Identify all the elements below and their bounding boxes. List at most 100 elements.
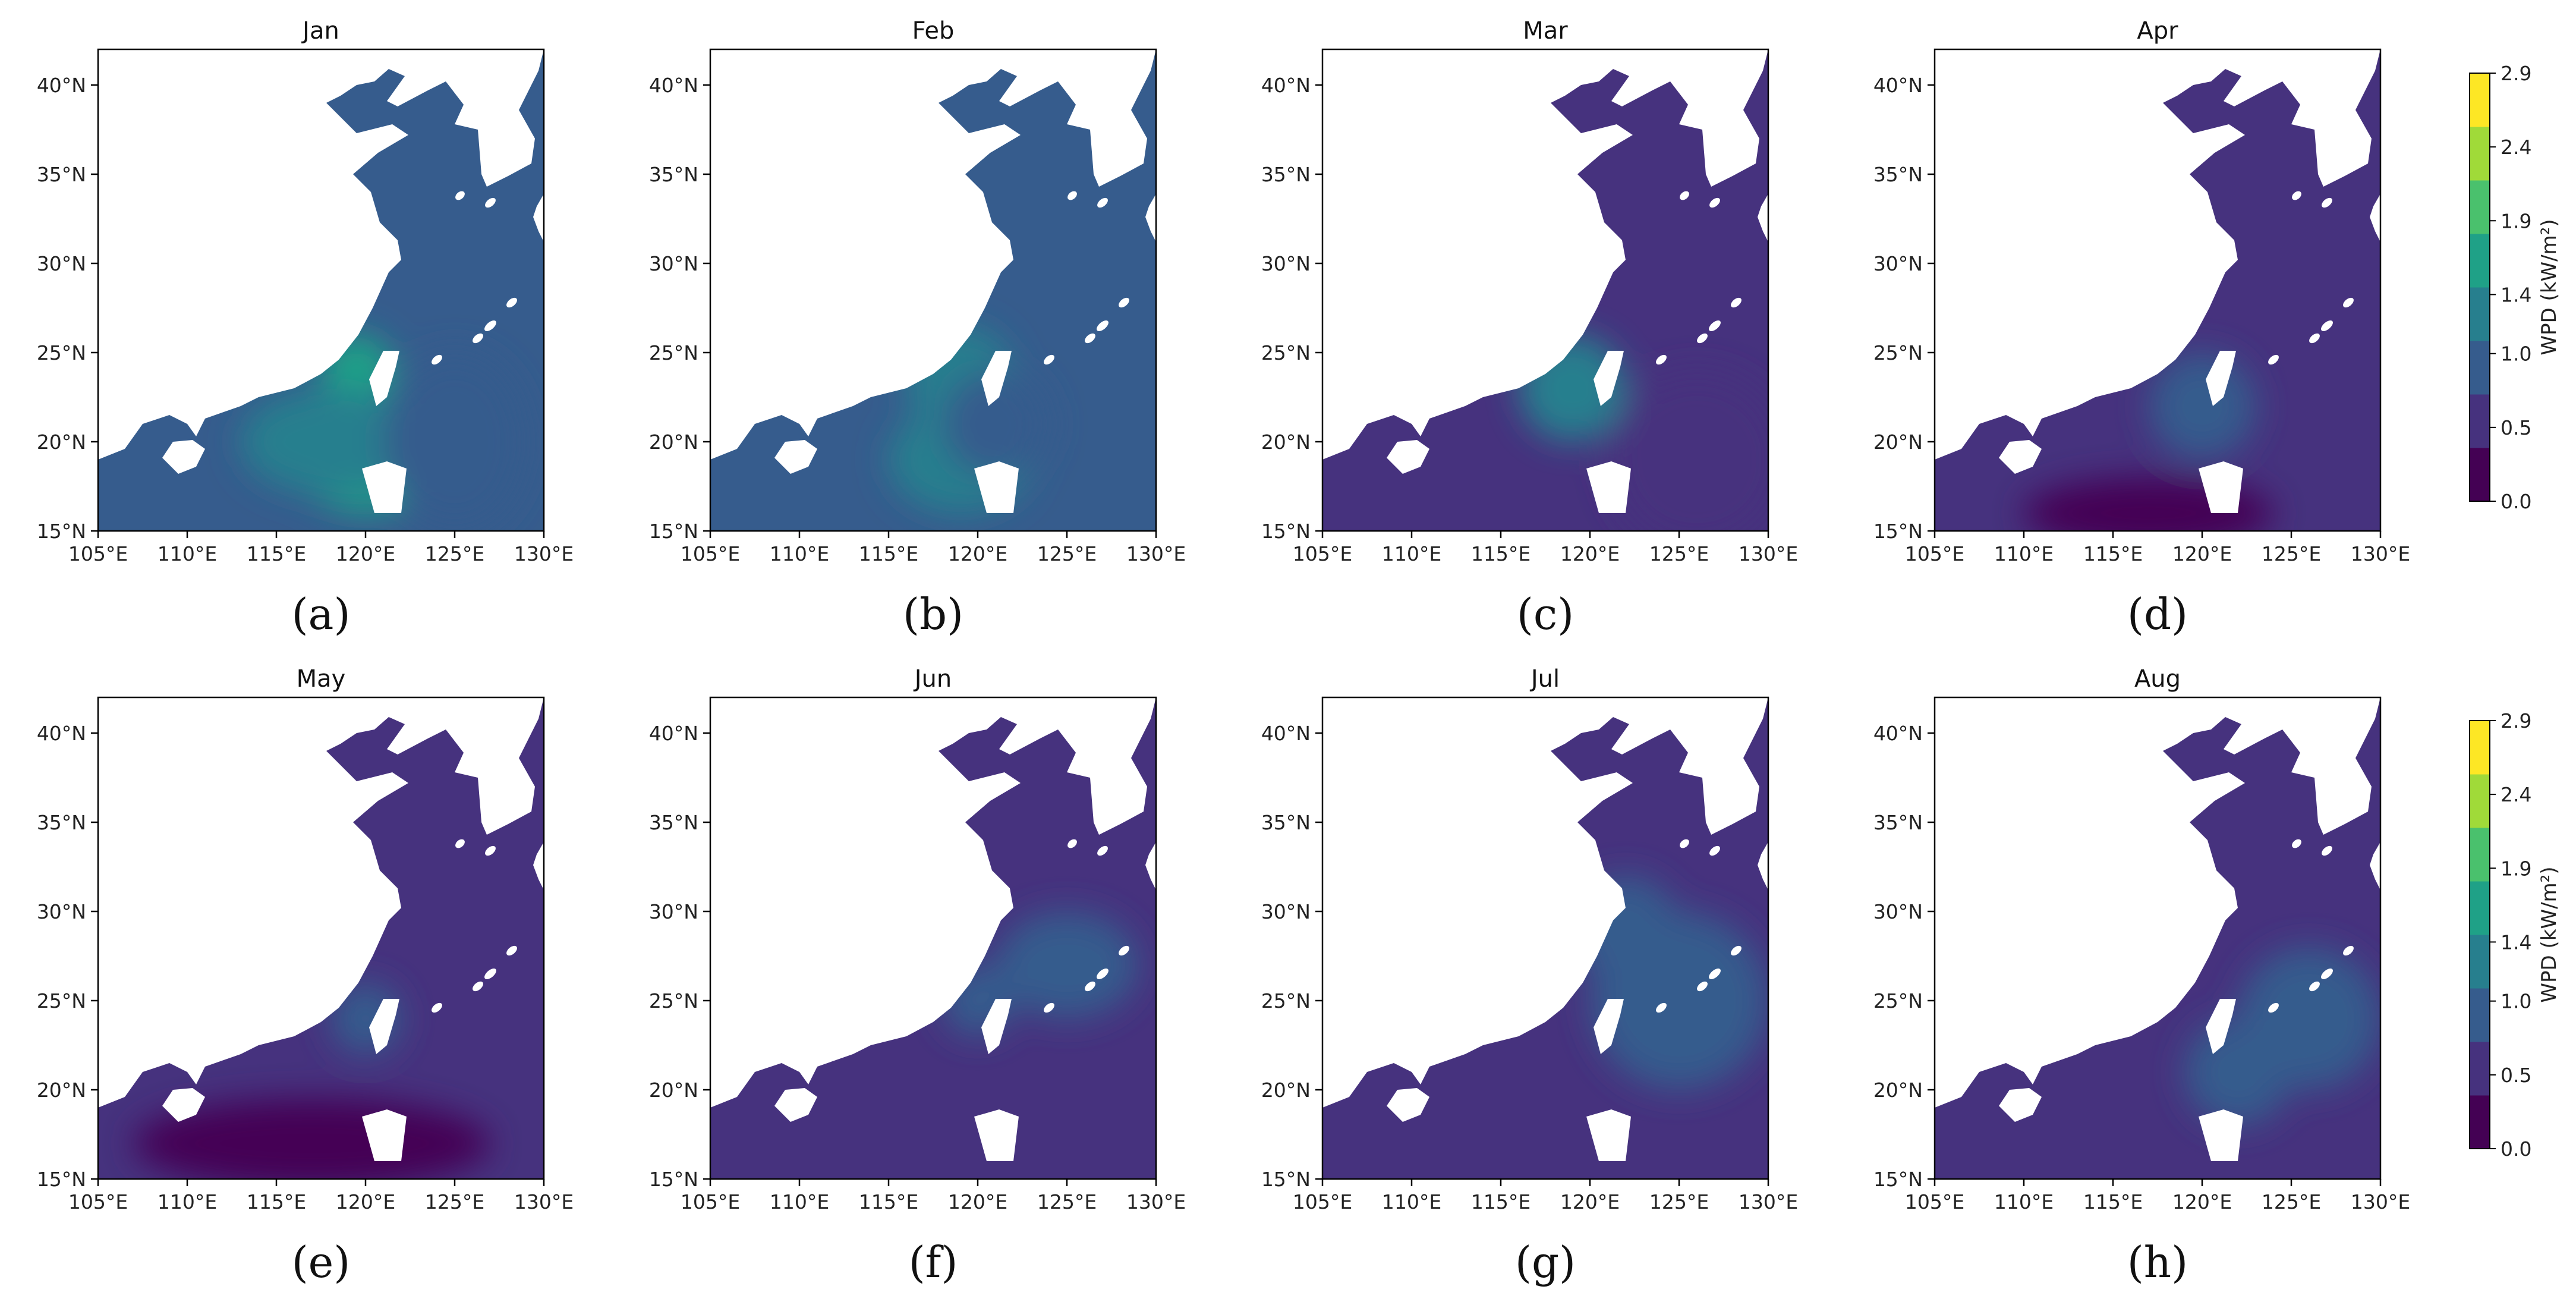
islet-mask-2: [484, 969, 496, 979]
y-tick-label: 30°N: [37, 900, 86, 923]
x-tick-label: 120°E: [1560, 1190, 1620, 1213]
taiwan-mask: [2206, 999, 2236, 1054]
hainan-mask: [1387, 440, 1429, 474]
panel-jun: Jun 105°E 110°E 115°E 120°E 125°E 130°E 15°N 20°…: [649, 665, 1186, 1287]
hainan-mask: [1387, 1088, 1429, 1122]
y-tick-label: 35°N: [1873, 163, 1923, 186]
colorbar-swatch-0: [2470, 448, 2490, 502]
panel-jan: Jan 105°E 110°E 115°E 120°E 125°E 130°E 15°N 20°…: [37, 17, 574, 639]
x-tick-label: 130°E: [1739, 542, 1798, 565]
colorbar-tick-label: 2.4: [2501, 783, 2531, 806]
y-tick-label: 35°N: [37, 811, 86, 834]
y-tick-label: 15°N: [1873, 520, 1923, 543]
y-tick-label: 30°N: [649, 252, 698, 275]
hainan-mask: [1999, 1088, 2042, 1122]
colorbar-swatch-6: [2470, 127, 2490, 181]
kyushu-mask: [2370, 842, 2380, 890]
islet-mask-5: [2292, 839, 2301, 848]
colorbar-swatch-2: [2470, 988, 2490, 1042]
y-tick-label: 20°N: [1261, 1079, 1311, 1102]
x-tick-label: 120°E: [948, 1190, 1007, 1213]
panel-label: (g): [1515, 1237, 1576, 1287]
x-tick-label: 130°E: [514, 542, 574, 565]
colorbar-tick-label: 2.4: [2501, 136, 2531, 159]
islet-mask-1: [473, 333, 483, 344]
y-tick-label: 30°N: [1873, 252, 1923, 275]
colorbar-swatch-6: [2470, 774, 2490, 828]
islet-mask-0: [1044, 1002, 1054, 1013]
colorbar-tick-label: 1.9: [2501, 209, 2531, 232]
islet-mask-3: [1731, 297, 1742, 308]
islet-mask-4: [485, 845, 496, 856]
x-tick-label: 125°E: [2262, 542, 2321, 565]
islet-mask-2: [2321, 969, 2333, 979]
luzon-mask: [2199, 461, 2243, 513]
y-tick-label: 30°N: [1261, 252, 1311, 275]
x-tick-label: 105°E: [1905, 542, 1964, 565]
mainland-mask: [710, 697, 1156, 1179]
x-tick-label: 110°E: [770, 1190, 829, 1213]
x-tick-label: 105°E: [1905, 1190, 1964, 1213]
colorbar-tick-label: 0.0: [2501, 490, 2531, 513]
y-tick-label: 25°N: [37, 989, 86, 1013]
x-tick-label: 120°E: [2172, 542, 2232, 565]
colorbar-tick-label: 1.4: [2501, 930, 2531, 954]
colorbar-tick-label: 1.9: [2501, 857, 2531, 880]
x-tick-label: 120°E: [1560, 542, 1620, 565]
x-tick-label: 105°E: [681, 542, 740, 565]
y-tick-label: 40°N: [37, 74, 86, 97]
islet-mask-5: [2292, 191, 2301, 200]
mainland-mask: [1322, 49, 1768, 531]
axes-frame: [709, 696, 1157, 1180]
y-tick-label: 30°N: [37, 252, 86, 275]
y-tick-label: 30°N: [1261, 900, 1311, 923]
y-tick-label: 35°N: [1261, 811, 1311, 834]
colorbar-swatch-7: [2470, 73, 2490, 127]
y-tick-label: 35°N: [1261, 163, 1311, 186]
luzon-mask: [1586, 1109, 1631, 1161]
mainland-mask: [1322, 697, 1768, 1179]
islet-mask-1: [1697, 981, 1708, 992]
panel-jul: Jul 105°E 110°E 115°E 120°E 125°E 130°E 15°N 20°…: [1261, 665, 1798, 1287]
panel-title: Apr: [2137, 17, 2178, 45]
taiwan-mask: [1594, 999, 1624, 1054]
panel-label: (e): [292, 1237, 351, 1287]
panel-label: (a): [291, 589, 350, 639]
hainan-mask: [1999, 440, 2042, 474]
x-tick-label: 130°E: [2351, 1190, 2410, 1213]
islet-mask-4: [1709, 845, 1720, 856]
x-tick-label: 125°E: [1037, 1190, 1097, 1213]
luzon-mask: [974, 1109, 1019, 1161]
islet-mask-3: [1119, 297, 1129, 308]
colorbar-swatch-5: [2470, 180, 2490, 234]
colorbar-tick-label: 2.9: [2501, 62, 2531, 85]
islet-mask-3: [1731, 945, 1742, 956]
islet-mask-1: [1085, 981, 1095, 992]
x-tick-label: 120°E: [336, 542, 395, 565]
islet-mask-5: [1680, 839, 1689, 848]
kyushu-mask: [2370, 194, 2380, 242]
islet-mask-1: [473, 981, 483, 992]
x-tick-label: 125°E: [2262, 1190, 2321, 1213]
y-tick-label: 40°N: [1261, 722, 1311, 745]
islet-mask-0: [2268, 354, 2279, 365]
mainland-mask: [1935, 49, 2380, 531]
x-tick-label: 110°E: [158, 1190, 217, 1213]
panel-title: May: [297, 665, 346, 693]
panel-apr: Apr 105°E 110°E 115°E 120°E 125°E 130°E 15°N 20°…: [1873, 17, 2410, 639]
islet-mask-2: [1097, 320, 1109, 331]
panel-may: May 105°E 110°E 115°E 120°E 125°E 130°E 15°N 20°…: [37, 665, 574, 1287]
islet-mask-4: [2322, 845, 2332, 856]
x-tick-label: 105°E: [68, 1190, 128, 1213]
y-tick-label: 25°N: [1873, 341, 1923, 364]
islet-mask-5: [1067, 191, 1077, 200]
y-tick-label: 35°N: [649, 811, 698, 834]
islet-mask-0: [432, 1002, 442, 1013]
islet-mask-4: [1709, 197, 1720, 208]
panel-title: Jun: [913, 665, 952, 693]
x-tick-label: 120°E: [336, 1190, 395, 1213]
panel-aug: Aug 105°E 110°E 115°E 120°E 125°E 130°E 15°N 20°…: [1873, 665, 2410, 1287]
x-tick-label: 115°E: [2083, 1190, 2143, 1213]
y-tick-label: 40°N: [1873, 74, 1923, 97]
